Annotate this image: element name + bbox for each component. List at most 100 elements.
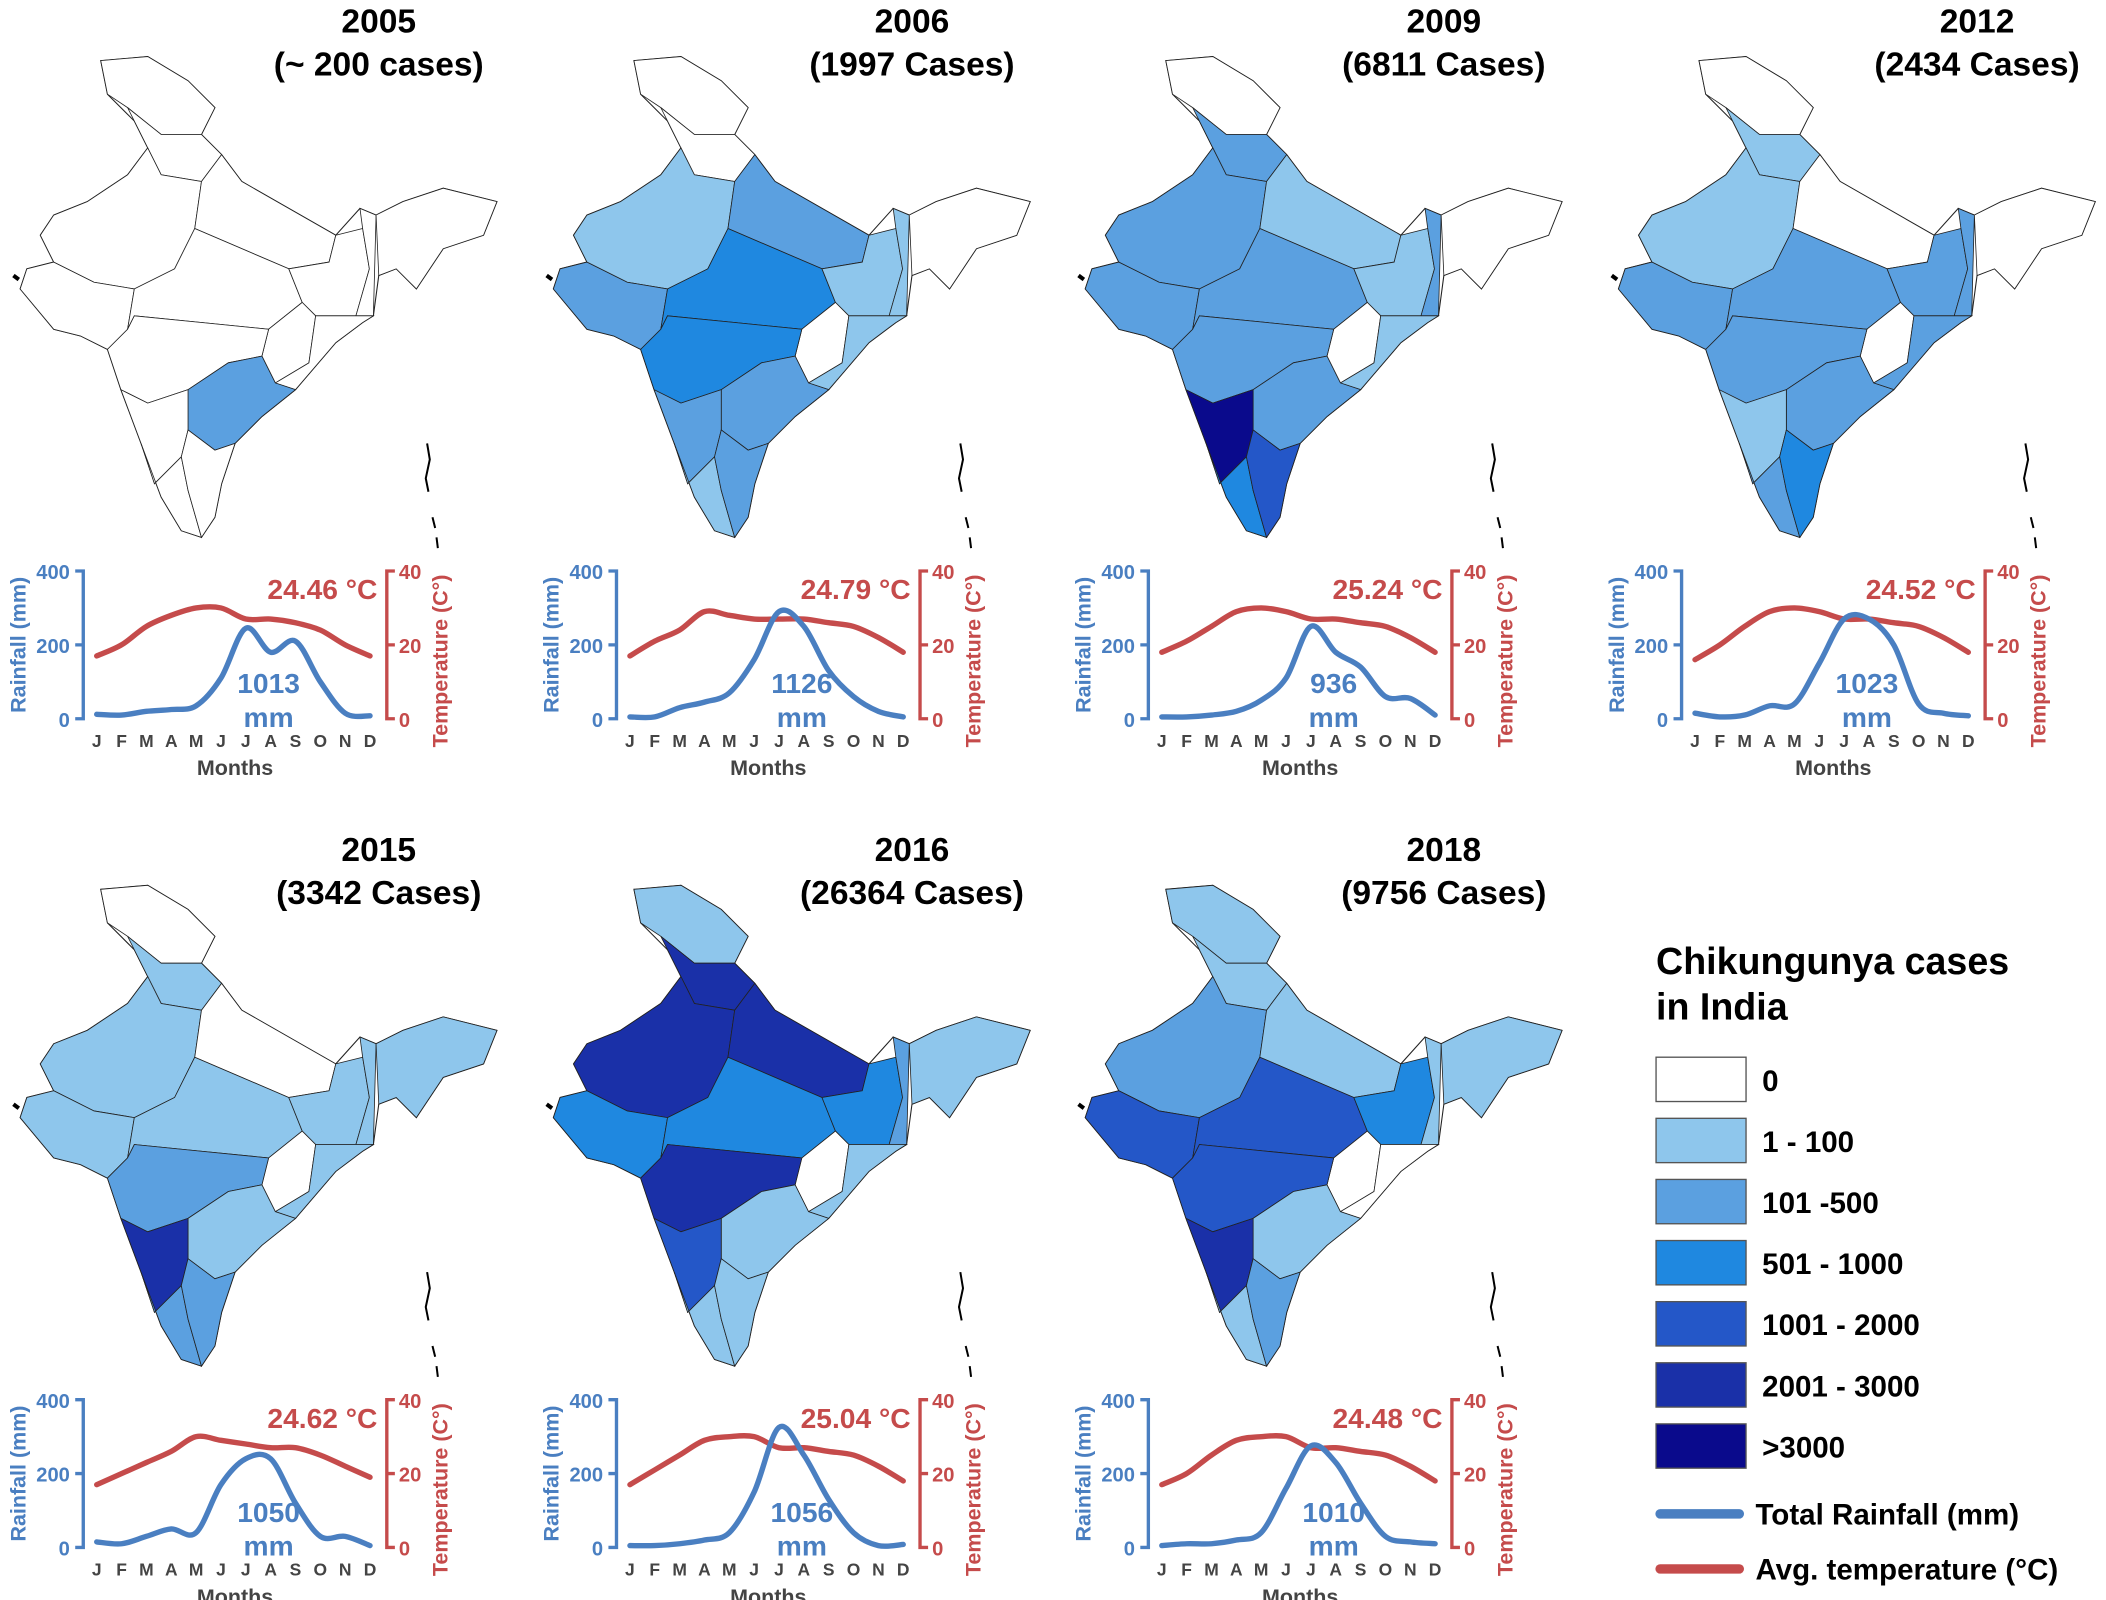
- rainfall-tick-label: 400: [36, 562, 70, 584]
- temperature-axis: [1450, 569, 1460, 721]
- month-tick-label: A: [1763, 731, 1776, 751]
- rainfall-tick-label: 400: [1101, 562, 1135, 584]
- month-tick-label: F: [116, 1560, 127, 1580]
- month-tick-label: M: [722, 731, 737, 751]
- state-region: [714, 1257, 769, 1368]
- panel-year-title: 2015: [341, 832, 416, 869]
- rainfall-tick-label: 0: [59, 1539, 70, 1561]
- india-choropleth-map: [545, 884, 1031, 1377]
- legend-class-label: 1001 - 2000: [1762, 1309, 1920, 1342]
- andaman-islands: [957, 443, 973, 549]
- rainfall-tick-label: 200: [1635, 636, 1669, 658]
- andaman-islands: [424, 443, 439, 549]
- rainfall-tick-label: 0: [1657, 710, 1668, 732]
- rainfall-axis-label: Rainfall (mm): [1605, 577, 1629, 713]
- temperature-tick-label: 40: [399, 1391, 421, 1413]
- x-axis-label: Months: [730, 1585, 806, 1600]
- andaman-islands: [957, 1271, 973, 1377]
- india-choropleth-map: [1077, 884, 1563, 1377]
- temperature-axis-label: Temperature (C°): [1493, 1403, 1517, 1576]
- total-rainfall-value: 1056: [770, 1496, 833, 1528]
- rainfall-tick-label: 0: [1124, 1539, 1135, 1561]
- andaman-islands: [424, 1271, 439, 1377]
- rainfall-tick-label: 200: [569, 1465, 603, 1487]
- rainfall-axis: [1140, 1398, 1151, 1550]
- month-tick-label: O: [1379, 1560, 1393, 1580]
- month-tick-label: A: [264, 731, 277, 751]
- temperature-tick-label: 40: [932, 1391, 954, 1413]
- rainfall-tick-label: 200: [36, 1465, 70, 1487]
- state-region: [714, 429, 769, 539]
- state-region: [1245, 429, 1301, 539]
- month-tick-label: J: [1281, 1560, 1291, 1580]
- state-region: [100, 884, 216, 964]
- month-tick-label: A: [1329, 1560, 1342, 1580]
- month-tick-label: S: [823, 731, 835, 751]
- rainfall-tick-label: 0: [592, 710, 603, 732]
- month-tick-label: J: [625, 1560, 635, 1580]
- month-tick-label: O: [314, 731, 328, 751]
- state-region: [552, 1090, 668, 1179]
- month-tick-label: F: [1181, 1560, 1192, 1580]
- month-tick-label: M: [189, 1560, 204, 1580]
- month-tick-label: M: [139, 1560, 154, 1580]
- legend-title: Chikungunya cases: [1656, 940, 2009, 982]
- andaman-islands: [1489, 443, 1504, 549]
- temperature-axis-label: Temperature (C°): [2027, 575, 2051, 748]
- panel-year-title: 2005: [341, 3, 416, 40]
- rainfall-tick-label: 0: [592, 1539, 603, 1561]
- map-coast-mark: [545, 1102, 554, 1110]
- temperature-axis: [918, 569, 929, 721]
- x-axis-label: Months: [197, 1585, 273, 1600]
- legend-rainfall-label: Total Rainfall (mm): [1755, 1499, 2019, 1532]
- x-axis-label: Months: [1262, 1585, 1338, 1600]
- india-choropleth-map: [545, 56, 1031, 549]
- month-tick-label: N: [872, 1560, 885, 1580]
- rainfall-tick-label: 400: [1635, 562, 1669, 584]
- month-tick-label: S: [1355, 1560, 1367, 1580]
- temperature-axis: [385, 569, 395, 721]
- state-region: [633, 56, 749, 135]
- temperature-tick-label: 40: [1464, 562, 1486, 584]
- month-tick-label: O: [847, 731, 861, 751]
- month-tick-label: O: [1912, 731, 1926, 751]
- rainfall-tick-label: 400: [569, 562, 603, 584]
- panel-case-count: (9756 Cases): [1341, 875, 1546, 912]
- avg-temperature-label: 24.79 °C: [801, 573, 911, 605]
- legend-swatch: [1655, 1239, 1747, 1286]
- rainfall-tick-label: 200: [36, 636, 70, 658]
- rainfall-line: [627, 1423, 906, 1549]
- india-choropleth-map: [12, 884, 498, 1377]
- month-tick-label: D: [1962, 731, 1975, 751]
- state-region: [807, 1144, 909, 1219]
- month-tick-label: M: [1787, 731, 1802, 751]
- temperature-line: [94, 604, 373, 659]
- state-region: [375, 1016, 498, 1119]
- month-tick-label: N: [872, 731, 885, 751]
- month-tick-label: O: [1379, 731, 1393, 751]
- month-tick-label: S: [290, 1560, 302, 1580]
- temperature-axis: [918, 1398, 929, 1550]
- month-tick-label: D: [897, 731, 910, 751]
- x-axis-label: Months: [1262, 756, 1338, 780]
- avg-temperature-label: 24.52 °C: [1866, 573, 1976, 605]
- map-coast-mark: [12, 273, 21, 282]
- month-tick-label: J: [241, 731, 251, 751]
- temperature-tick-label: 20: [1997, 636, 2019, 658]
- panel-year-title: 2016: [875, 832, 950, 869]
- rainfall-axis: [1673, 569, 1684, 721]
- x-axis-label: Months: [1795, 756, 1871, 780]
- map-coast-mark: [1077, 273, 1086, 282]
- month-tick-label: F: [649, 731, 660, 751]
- month-tick-label: S: [1355, 731, 1367, 751]
- temperature-line: [627, 608, 906, 659]
- temperature-axis-label: Temperature (C°): [1493, 575, 1517, 748]
- avg-temperature-label: 24.46 °C: [267, 573, 377, 605]
- month-tick-label: S: [823, 1560, 835, 1580]
- temperature-tick-label: 40: [932, 562, 954, 584]
